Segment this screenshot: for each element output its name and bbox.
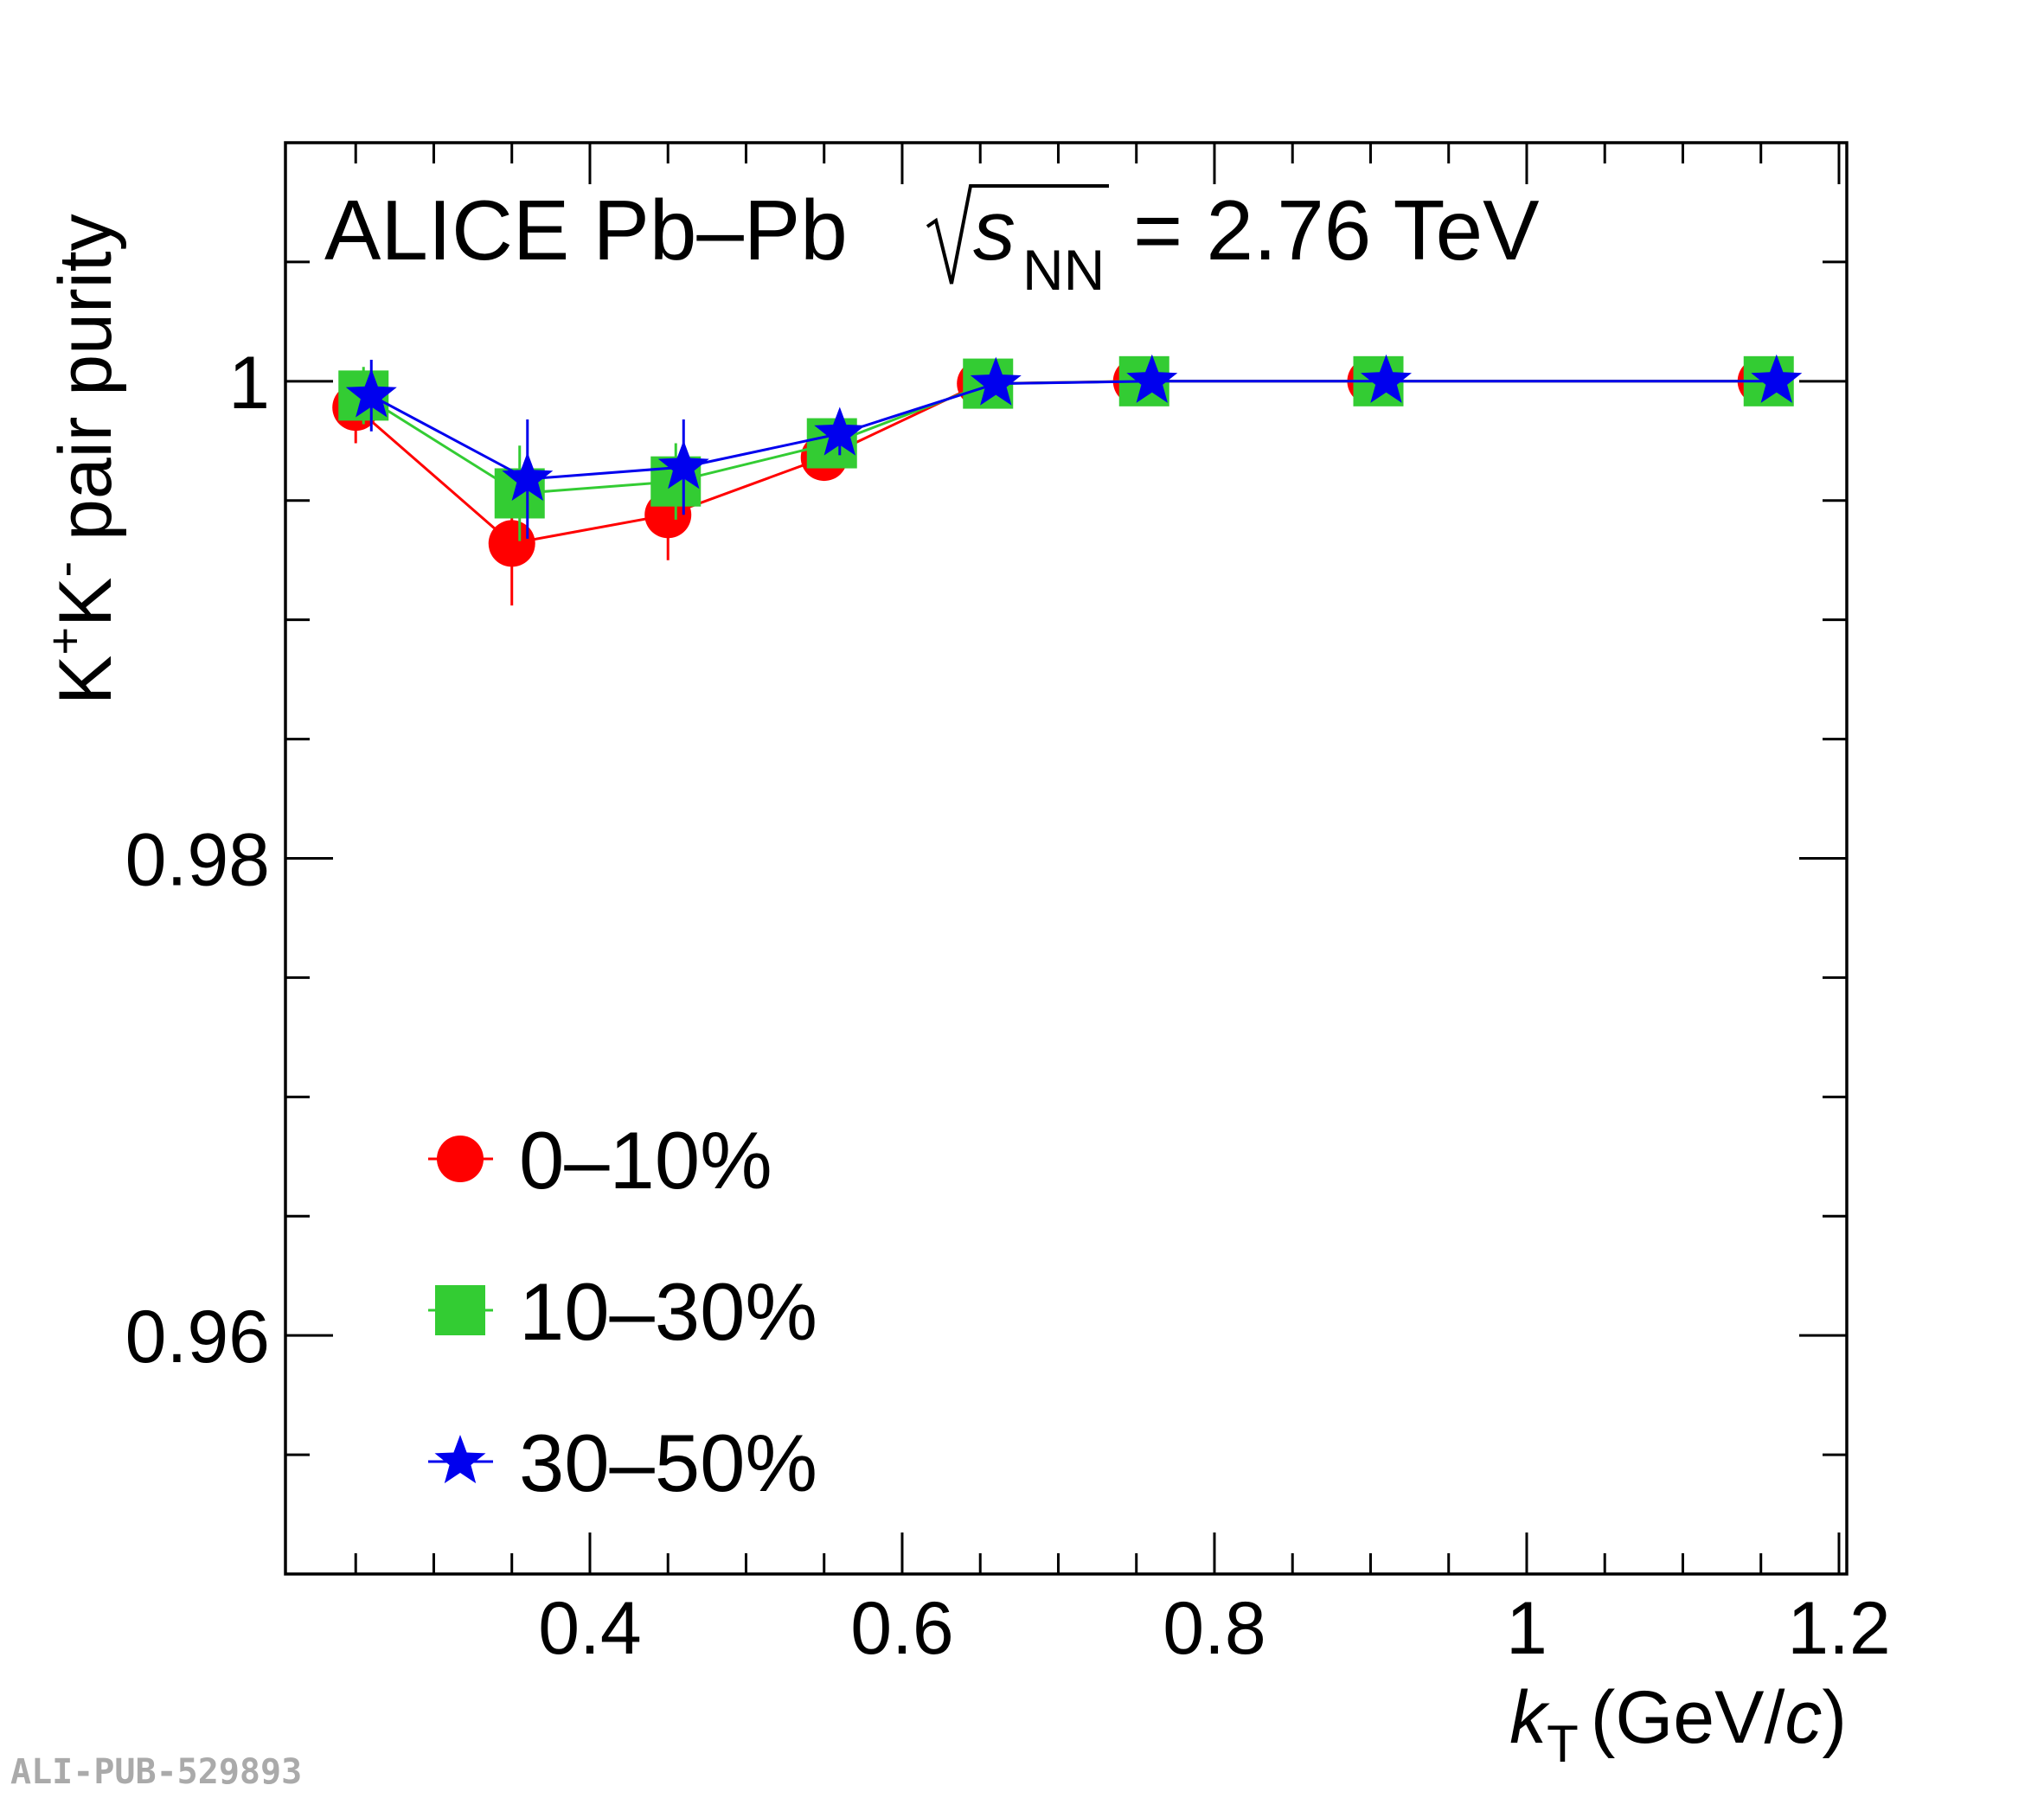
series-line	[355, 380, 1761, 546]
x-title-unit-var: c	[1784, 1676, 1822, 1759]
y-title-sup2: -	[37, 561, 92, 578]
y-title-base: K	[44, 656, 127, 705]
watermark: ALI-PUB-529893	[10, 1752, 302, 1792]
legend-item: 30–50%	[428, 1417, 817, 1508]
data-point	[657, 440, 709, 489]
x-tick-label: 1	[1506, 1587, 1547, 1670]
header-prefix: ALICE Pb–Pb	[324, 182, 848, 278]
x-title-unit-close: )	[1822, 1676, 1847, 1759]
legend-label: 10–30%	[519, 1266, 817, 1357]
data-point	[345, 368, 397, 418]
data-point	[970, 356, 1022, 406]
data-point	[1126, 354, 1178, 403]
x-axis-title: kT (GeV/c)	[1509, 1676, 1847, 1773]
y-title-mid: K	[44, 578, 127, 627]
series-0	[332, 357, 1784, 606]
legend-item: 10–30%	[428, 1266, 817, 1357]
y-tick-label: 0.96	[125, 1296, 270, 1379]
chart-header: ALICE Pb–Pb	[324, 182, 848, 278]
x-tick-label: 0.4	[538, 1587, 642, 1670]
sqrt-subscript: NN	[1022, 238, 1105, 302]
tick-labels: 0.4 0.6 0.8 1 1.2 0.96 0.98 1	[125, 342, 1891, 1670]
y-tick-label: 1	[228, 342, 270, 425]
data-point	[1751, 354, 1803, 403]
series-layer	[332, 354, 1803, 606]
y-axis-title: K+K- pair purity	[37, 214, 127, 705]
legend-marker	[437, 1136, 484, 1182]
series-1	[338, 355, 1794, 541]
x-tick-label: 0.6	[850, 1587, 954, 1670]
legend-marker	[435, 1285, 485, 1335]
x-tick-label: 0.8	[1163, 1587, 1266, 1670]
series-2	[345, 354, 1803, 539]
legend-item: 0–10%	[428, 1115, 772, 1206]
y-tick-label: 0.98	[125, 819, 270, 902]
x-title-unit-open: (GeV/	[1591, 1676, 1785, 1759]
y-title-sup1: +	[37, 627, 92, 656]
header-suffix: = 2.76 TeV	[1133, 182, 1540, 278]
legend-label: 0–10%	[519, 1115, 772, 1206]
data-point	[488, 520, 535, 567]
legend-label: 30–50%	[519, 1417, 817, 1508]
sqrt-sign	[926, 184, 1109, 285]
legend: 0–10% 10–30% 30–50%	[428, 1115, 817, 1508]
y-title-rest: pair purity	[44, 214, 127, 561]
x-title-sub: T	[1547, 1715, 1579, 1773]
x-title-main: k	[1509, 1676, 1550, 1759]
data-point	[502, 451, 554, 501]
legend-marker	[434, 1435, 486, 1484]
data-point	[814, 406, 866, 456]
series-line	[370, 380, 1777, 481]
data-point	[1361, 354, 1412, 403]
sqrt-variable: s	[973, 182, 1016, 278]
plot-frame	[284, 141, 1849, 1576]
x-tick-label: 1.2	[1787, 1587, 1891, 1670]
axis-ticks	[285, 143, 1847, 1574]
